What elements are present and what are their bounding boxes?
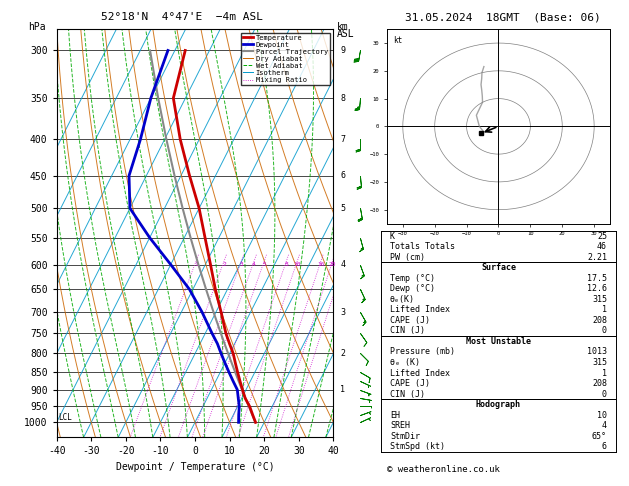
Text: 6: 6 — [340, 171, 345, 180]
Text: hPa: hPa — [28, 22, 46, 32]
Text: Pressure (mb): Pressure (mb) — [390, 347, 455, 356]
Text: 6: 6 — [602, 442, 607, 451]
Text: 2.21: 2.21 — [587, 253, 607, 261]
Text: 1: 1 — [194, 262, 198, 267]
Text: 52°18'N  4°47'E  −4m ASL: 52°18'N 4°47'E −4m ASL — [101, 12, 264, 22]
Text: km: km — [337, 22, 348, 32]
Text: EH: EH — [390, 411, 400, 419]
Text: © weatheronline.co.uk: © weatheronline.co.uk — [387, 465, 499, 474]
Text: 5: 5 — [262, 262, 266, 267]
Text: CIN (J): CIN (J) — [390, 327, 425, 335]
Text: 25: 25 — [597, 232, 607, 241]
X-axis label: Dewpoint / Temperature (°C): Dewpoint / Temperature (°C) — [116, 462, 274, 472]
Legend: Temperature, Dewpoint, Parcel Trajectory, Dry Adiabat, Wet Adiabat, Isotherm, Mi: Temperature, Dewpoint, Parcel Trajectory… — [241, 33, 330, 85]
Text: Surface: Surface — [481, 263, 516, 272]
Text: PW (cm): PW (cm) — [390, 253, 425, 261]
Text: 10: 10 — [597, 411, 607, 419]
Text: Temp (°C): Temp (°C) — [390, 274, 435, 283]
Text: StmSpd (kt): StmSpd (kt) — [390, 442, 445, 451]
Text: Lifted Index: Lifted Index — [390, 305, 450, 314]
Text: 31.05.2024  18GMT  (Base: 06): 31.05.2024 18GMT (Base: 06) — [405, 12, 601, 22]
Text: 315: 315 — [592, 358, 607, 367]
Text: 7: 7 — [340, 135, 345, 144]
Text: CAPE (J): CAPE (J) — [390, 379, 430, 388]
Text: 0: 0 — [602, 327, 607, 335]
Text: 0: 0 — [602, 390, 607, 399]
Text: 1: 1 — [602, 305, 607, 314]
Text: 12.6: 12.6 — [587, 284, 607, 293]
Text: LCL: LCL — [58, 413, 72, 421]
Text: 5: 5 — [340, 204, 345, 213]
Text: StmDir: StmDir — [390, 432, 420, 441]
Text: 8: 8 — [340, 94, 345, 103]
Text: 208: 208 — [592, 316, 607, 325]
Text: 65°: 65° — [592, 432, 607, 441]
Text: 1013: 1013 — [587, 347, 607, 356]
Text: θₑ(K): θₑ(K) — [390, 295, 415, 304]
Text: 1: 1 — [602, 368, 607, 378]
Text: 315: 315 — [592, 295, 607, 304]
Text: 10: 10 — [293, 262, 301, 267]
Text: 1: 1 — [340, 385, 345, 394]
Text: Most Unstable: Most Unstable — [466, 337, 531, 346]
Text: 8: 8 — [284, 262, 288, 267]
Text: Dewp (°C): Dewp (°C) — [390, 284, 435, 293]
Text: 4: 4 — [340, 260, 345, 269]
Text: 4: 4 — [602, 421, 607, 430]
Text: 208: 208 — [592, 379, 607, 388]
Text: 46: 46 — [597, 242, 607, 251]
Text: ASL: ASL — [337, 29, 354, 39]
Text: 4: 4 — [252, 262, 256, 267]
Text: Totals Totals: Totals Totals — [390, 242, 455, 251]
Text: CIN (J): CIN (J) — [390, 390, 425, 399]
Text: 9: 9 — [340, 46, 345, 55]
Text: 2: 2 — [222, 262, 226, 267]
Text: 2: 2 — [340, 349, 345, 358]
Text: 3: 3 — [340, 308, 345, 317]
Text: 3: 3 — [239, 262, 243, 267]
Text: θₑ (K): θₑ (K) — [390, 358, 420, 367]
Text: CAPE (J): CAPE (J) — [390, 316, 430, 325]
Text: Hodograph: Hodograph — [476, 400, 521, 409]
Text: K: K — [390, 232, 395, 241]
Text: SREH: SREH — [390, 421, 410, 430]
Text: 17.5: 17.5 — [587, 274, 607, 283]
Text: kt: kt — [393, 36, 403, 45]
Text: 20: 20 — [328, 262, 336, 267]
Text: Lifted Index: Lifted Index — [390, 368, 450, 378]
Text: 16: 16 — [317, 262, 325, 267]
